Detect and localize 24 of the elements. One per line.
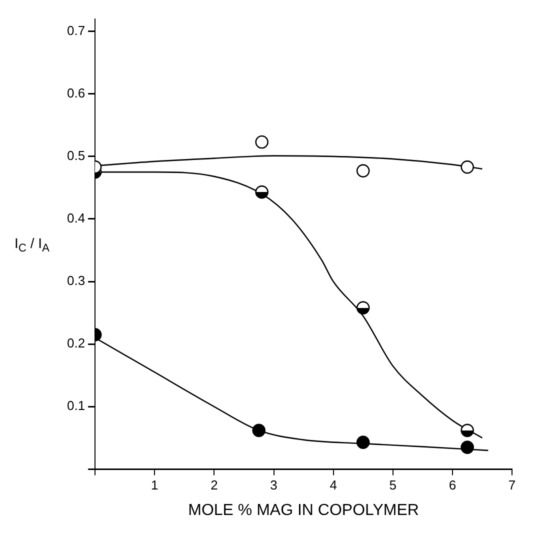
x-tick-label: 7 — [508, 478, 516, 493]
y-tick-label: 0.5 — [66, 148, 86, 163]
point — [460, 160, 474, 174]
point — [460, 424, 474, 438]
x-axis-title: MOLE % MAG IN COPOLYMER — [188, 502, 419, 519]
point — [255, 135, 268, 149]
point — [356, 436, 370, 449]
x-tick-label: 5 — [389, 478, 396, 493]
x-tick-label: 2 — [210, 478, 218, 493]
x-tick-label: 3 — [270, 478, 278, 493]
x-tick-label: 6 — [448, 478, 456, 493]
y-tick-label: 0.3 — [66, 273, 86, 288]
y-tick-label: 0.1 — [66, 398, 86, 414]
y-tick-label: 0.7 — [66, 22, 86, 38]
x-tick-label: 4 — [330, 478, 337, 493]
point — [356, 164, 370, 178]
y-tick-label: 0.2 — [66, 336, 86, 351]
y-tick-label: 0.6 — [66, 85, 86, 100]
y-tick-label: 0.4 — [66, 210, 86, 226]
x-tick-label: 1 — [151, 478, 158, 493]
point — [356, 301, 370, 314]
point — [255, 185, 268, 199]
point — [252, 424, 266, 438]
point — [460, 440, 474, 454]
